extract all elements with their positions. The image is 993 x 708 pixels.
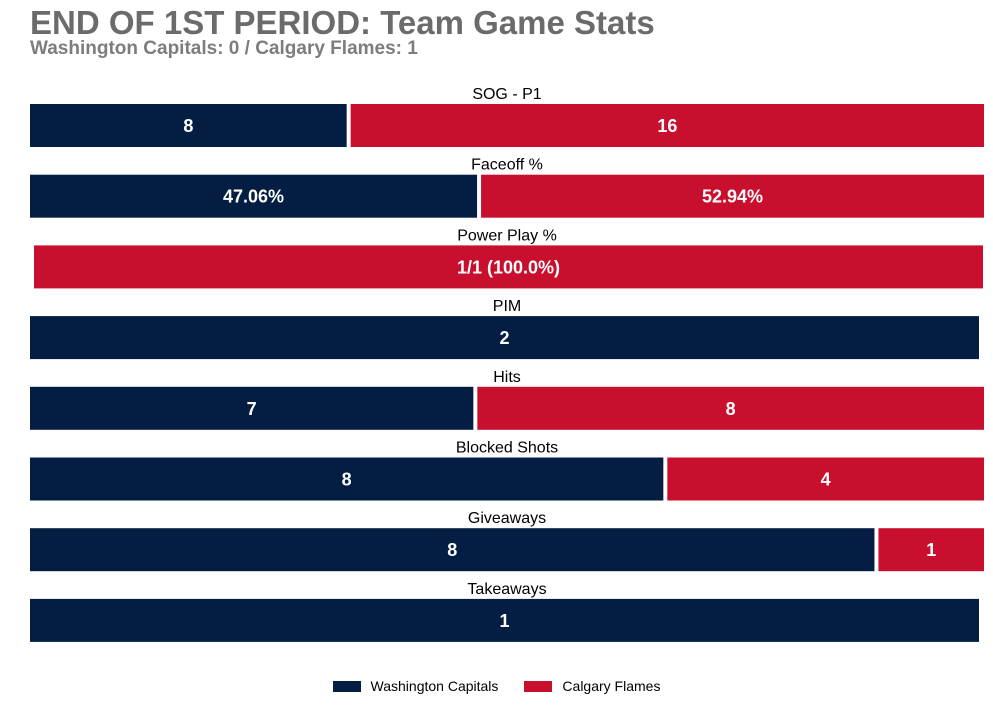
bar-giveaways-washington[interactable] [30,528,875,572]
category-label-blocked-shots: Blocked Shots [456,440,558,457]
category-label-giveaways: Giveaways [468,510,546,527]
bar-blocked-shots-calgary[interactable] [667,457,984,501]
chart-subtitle: Washington Capitals: 0 / Calgary Flames:… [30,38,418,59]
bar-giveaways-calgary[interactable] [878,528,984,572]
data-label-blocked-shots-calgary: 4 [821,470,831,490]
legend-item-calgary[interactable]: Calgary Flames [524,678,660,694]
legend-item-washington[interactable]: Washington Capitals [332,678,499,694]
data-label-hits-calgary: 8 [726,399,736,419]
bar-takeaways-washington[interactable] [30,598,979,642]
bar-faceoff-washington[interactable] [30,174,478,218]
legend-swatch-calgary [524,680,553,692]
bar-pim-washington[interactable] [30,316,979,360]
stats-chart: SOG - P1 8 16 Faceoff % 47.06% 52.94% Power Pl… [30,86,985,642]
data-label-sog-p1-washington: 8 [183,116,193,136]
data-label-takeaways-washington: 1 [499,611,509,631]
data-label-faceoff-washington: 47.06% [223,187,284,207]
data-label-power-play-calgary: 1/1 (100.0%) [457,257,560,277]
data-label-sog-p1-calgary: 16 [657,116,677,136]
legend-swatch-washington [332,680,361,692]
legend-label-washington: Washington Capitals [370,678,499,694]
data-label-giveaways-calgary: 1 [926,540,936,560]
bar-hits-washington[interactable] [30,386,474,430]
bar-sog-p1-calgary[interactable] [350,104,985,147]
bar-hits-calgary[interactable] [477,386,984,430]
bar-power-play-calgary[interactable] [34,245,983,289]
category-label-sog-p1: SOG - P1 [472,86,541,103]
data-label-blocked-shots-washington: 8 [342,470,352,490]
bar-blocked-shots-washington[interactable] [30,457,664,501]
data-label-faceoff-calgary: 52.94% [702,187,763,207]
category-label-pim: PIM [493,298,521,315]
bar-faceoff-calgary[interactable] [481,174,984,218]
category-label-power-play: Power Play % [457,227,557,244]
data-label-pim-washington: 2 [499,328,509,348]
chart-legend: Washington Capitals Calgary Flames [0,676,993,696]
bar-sog-p1-washington[interactable] [30,104,347,147]
category-label-takeaways: Takeaways [467,581,546,598]
chart-title: END OF 1ST PERIOD: Team Game Stats [30,4,655,41]
legend-label-calgary: Calgary Flames [562,678,661,694]
category-label-hits: Hits [493,369,521,386]
data-label-giveaways-washington: 8 [447,540,457,560]
data-label-hits-washington: 7 [247,399,257,419]
category-label-faceoff: Faceoff % [471,157,543,174]
